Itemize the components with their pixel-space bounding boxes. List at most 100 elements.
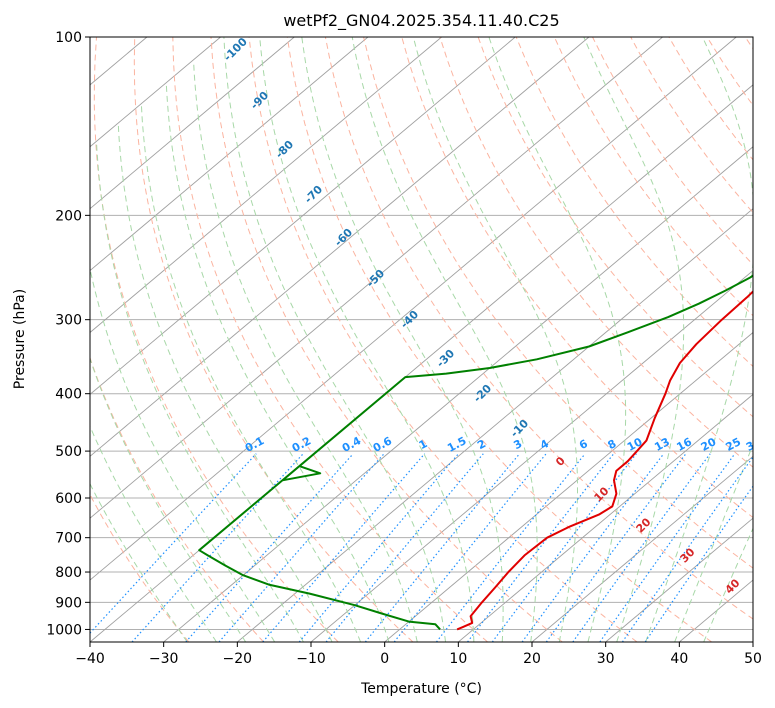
profile-lines	[198, 274, 753, 631]
mixing-ratio-line	[262, 453, 426, 642]
plot-frame	[89, 36, 754, 643]
isotherm-line	[90, 37, 737, 581]
dry-adiabat	[744, 37, 753, 50]
mixing-ratio-line	[90, 453, 257, 634]
x-tick-label: 10	[449, 651, 467, 667]
moist-adiabat	[117, 123, 333, 642]
mixing-ratio-line	[325, 453, 484, 642]
x-tick-label: 50	[744, 651, 762, 667]
moist-adiabat-label: 40	[723, 576, 743, 596]
dry-adiabat	[477, 37, 753, 418]
mixing-ratio-label: 0.6	[371, 434, 395, 455]
y-tick-label: 1000	[46, 622, 82, 638]
mixing-ratio-line	[521, 453, 665, 642]
mixing-ratio-line	[364, 453, 521, 642]
isotherm-line	[0, 37, 73, 642]
isotherm-line	[163, 146, 753, 642]
mixing-ratio-line	[393, 453, 547, 642]
axes: −40 −30 −20 −10 0 10 20 30 40 5010020030040050060…	[46, 30, 762, 667]
mixing-ratio-line	[185, 453, 354, 642]
mixing-ratio-label: 36	[765, 435, 775, 454]
mixing-ratio-label: 10	[625, 435, 645, 454]
dewpoint-profile-line	[198, 274, 753, 631]
moist-adiabat	[90, 482, 188, 642]
dry-adiabat-label: -60	[332, 226, 355, 249]
mixing-ratio-label: 25	[723, 435, 743, 454]
x-tick-label: −30	[149, 651, 179, 667]
dry-adiabat	[706, 37, 753, 107]
x-tick-label: 30	[597, 651, 615, 667]
y-tick-label: 400	[55, 387, 82, 403]
mixing-ratio-label: 0.2	[290, 434, 313, 455]
dry-adiabat-label: -90	[248, 89, 271, 112]
y-axis-title: Pressure (hPa)	[12, 289, 28, 389]
isotherm-line	[605, 517, 753, 642]
dry-adiabat-label: -100	[221, 35, 250, 64]
y-tick-label: 100	[55, 30, 82, 46]
moist-adiabat	[140, 104, 362, 642]
y-tick-label: 300	[55, 313, 82, 329]
isotherm-line	[90, 37, 295, 210]
isotherm-line	[458, 393, 753, 642]
y-tick-label: 900	[55, 595, 82, 611]
x-tick-label: 0	[380, 651, 389, 667]
isotherm-line	[531, 455, 753, 642]
y-tick-label: 700	[55, 531, 82, 547]
y-tick-label: 800	[55, 565, 82, 581]
isotherm-line	[90, 37, 663, 519]
moist-adiabat	[90, 425, 217, 642]
dry-adiabat	[90, 356, 264, 642]
dry-adiabat	[172, 37, 488, 642]
dry-adiabat-label: -40	[398, 308, 421, 331]
x-tick-label: −10	[296, 651, 326, 667]
mixing-ratio-label: 13	[652, 435, 672, 454]
y-tick-label: 500	[55, 444, 82, 460]
mixing-ratio-label: 16	[674, 435, 694, 454]
moist-adiabat-label: 10	[592, 484, 612, 504]
isotherm-line	[90, 37, 221, 148]
x-tick-label: −40	[75, 651, 105, 667]
moist-adiabat	[165, 83, 390, 642]
background-lines	[0, 37, 753, 642]
moist-adiabat	[412, 37, 578, 642]
temperature-profile-line	[456, 290, 753, 631]
dry-adiabat	[439, 37, 753, 468]
dry-adiabat-label: -10	[508, 417, 531, 440]
mixing-ratio-line	[435, 453, 586, 642]
isotherm-line	[237, 208, 753, 642]
x-tick-label: 40	[670, 651, 688, 667]
mixing-ratio-line	[491, 453, 637, 642]
mixing-ratio-line	[572, 453, 711, 642]
dry-adiabat-label: -20	[471, 382, 494, 405]
mixing-ratio-label: 1.5	[445, 434, 468, 455]
mixing-ratio-label: 6	[577, 437, 590, 452]
moist-adiabat	[583, 37, 685, 642]
dry-adiabat	[324, 37, 753, 620]
dry-adiabat	[93, 37, 339, 642]
isotherm-line	[90, 37, 590, 457]
isotherm-line	[752, 641, 753, 642]
dry-adiabat-label: -70	[302, 183, 325, 206]
dry-adiabat	[401, 37, 753, 519]
dry-adiabat	[248, 37, 638, 642]
x-axis-title: Temperature (°C)	[360, 681, 482, 697]
dry-adiabat	[133, 37, 414, 642]
mixing-ratio-line	[218, 453, 385, 642]
dry-adiabat	[210, 37, 563, 642]
dry-adiabat	[90, 493, 190, 642]
moist-adiabat	[645, 37, 753, 642]
moist-adiabat	[96, 141, 304, 642]
mixing-ratio-line	[644, 485, 753, 642]
mixing-ratio-line	[131, 453, 304, 642]
mixing-ratio-label: 8	[606, 437, 619, 452]
moist-adiabat	[351, 37, 538, 642]
moist-adiabat	[703, 527, 753, 642]
moist-adiabat	[488, 37, 627, 642]
line-labels: 0.1 0.2 0.4 0.6 1 1.5 2 3 4 6 8 10 13 16 20 25 30 36-100-…	[221, 35, 775, 597]
mixing-ratio-label: 30	[744, 435, 764, 454]
y-tick-label: 200	[55, 208, 82, 224]
x-tick-label: −20	[223, 651, 253, 667]
mixing-ratio-label: 0.4	[340, 434, 364, 455]
mixing-ratio-line	[545, 453, 687, 642]
moist-adiabat-label: 30	[678, 545, 698, 565]
